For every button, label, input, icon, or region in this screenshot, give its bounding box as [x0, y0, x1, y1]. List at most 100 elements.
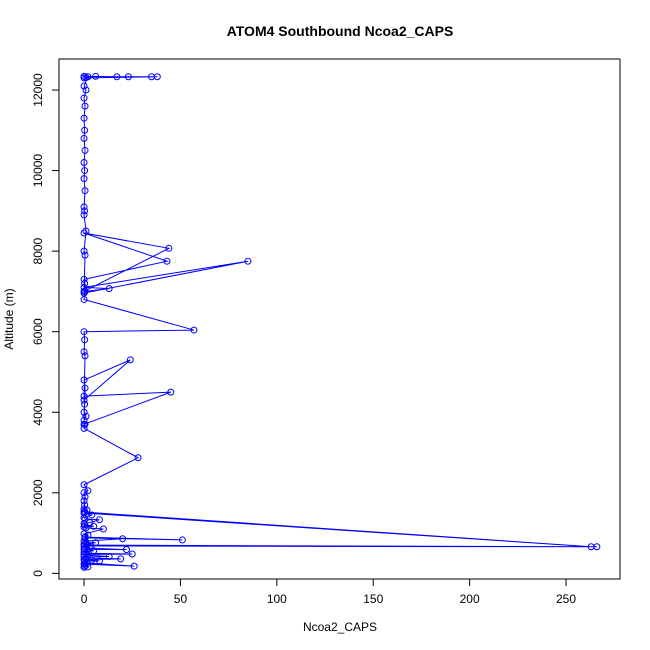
data-point — [122, 546, 130, 554]
data-point — [126, 356, 134, 364]
data-point — [190, 326, 198, 334]
data-point — [82, 74, 90, 82]
data-point — [84, 487, 92, 495]
data-point — [82, 412, 90, 420]
data-point — [81, 167, 89, 175]
data-point — [117, 555, 125, 563]
data-point — [81, 384, 89, 392]
data-point — [80, 505, 88, 513]
chart-title: ATOM4 Southbound Ncoa2_CAPS — [227, 23, 454, 39]
y-tick-label: 4000 — [31, 399, 45, 426]
data-point — [80, 497, 88, 505]
data-point — [95, 557, 103, 565]
data-point — [178, 536, 186, 544]
data-point — [167, 388, 175, 396]
data-point — [95, 516, 103, 524]
data-point — [80, 556, 88, 564]
y-tick-label: 12000 — [31, 73, 45, 107]
y-tick-label: 10000 — [31, 154, 45, 188]
data-point — [81, 126, 89, 134]
data-point — [153, 73, 161, 81]
data-point — [81, 493, 89, 501]
data-point — [80, 287, 88, 295]
data-point — [81, 336, 89, 344]
data-point — [80, 396, 88, 404]
data-point — [128, 550, 136, 558]
data-point — [82, 549, 90, 557]
data-point — [80, 275, 88, 283]
data-point — [80, 229, 88, 237]
y-tick-label: 2000 — [31, 479, 45, 506]
data-point — [81, 352, 89, 360]
data-point — [92, 539, 100, 547]
data-point — [99, 525, 107, 533]
data-point — [165, 244, 173, 252]
data-point — [80, 114, 88, 122]
data-point — [163, 257, 171, 265]
data-point — [86, 519, 94, 527]
data-point — [80, 328, 88, 336]
y-axis-label: Altitude (m) — [2, 288, 16, 349]
data-point — [90, 522, 98, 530]
data-point — [80, 416, 88, 424]
data-point — [82, 227, 90, 235]
data-point — [134, 454, 142, 462]
data-point — [90, 547, 98, 555]
x-tick-label: 50 — [174, 592, 188, 606]
x-tick-label: 100 — [267, 592, 287, 606]
data-point — [113, 73, 121, 81]
y-tick-label: 0 — [31, 570, 45, 577]
data-point — [81, 501, 89, 509]
x-axis-label: Ncoa2_CAPS — [303, 620, 377, 634]
x-tick-label: 150 — [363, 592, 383, 606]
data-point — [119, 535, 127, 543]
x-tick-label: 200 — [460, 592, 480, 606]
y-tick-label: 6000 — [31, 318, 45, 345]
data-point — [80, 94, 88, 102]
y-tick-label: 8000 — [31, 237, 45, 264]
data-point — [80, 247, 88, 255]
data-point — [81, 187, 89, 195]
data-point — [84, 531, 92, 539]
data-point — [80, 72, 88, 80]
data-point — [80, 424, 88, 432]
data-point — [80, 420, 88, 428]
data-point — [81, 508, 89, 516]
x-tick-label: 250 — [556, 592, 576, 606]
data-point — [80, 481, 88, 489]
data-point — [105, 285, 113, 293]
data-point — [105, 552, 113, 560]
data-point — [130, 562, 138, 570]
data-point — [80, 408, 88, 416]
data-point — [80, 530, 88, 538]
y-axis: 0 2000 4000 6000 8000 10000 12000 — [31, 73, 60, 577]
data-point — [80, 392, 88, 400]
data-point — [80, 560, 88, 568]
data-point — [244, 257, 252, 265]
data-point — [80, 537, 88, 545]
series-line — [82, 75, 597, 568]
data-point — [80, 211, 88, 219]
data-point — [80, 489, 88, 497]
data-point — [80, 134, 88, 142]
data-point — [587, 543, 595, 551]
data-point — [80, 553, 88, 561]
data-point — [80, 550, 88, 558]
data-point — [82, 86, 90, 94]
data-point — [81, 102, 89, 110]
data-point — [88, 511, 96, 519]
data-point — [80, 82, 88, 90]
data-point — [81, 279, 89, 287]
x-axis: 0 50 100 150 200 250 — [81, 578, 576, 606]
data-point — [81, 251, 89, 259]
data-point — [80, 159, 88, 167]
data-point — [80, 203, 88, 211]
data-point — [80, 376, 88, 384]
data-point — [124, 73, 132, 81]
series-points — [80, 72, 601, 571]
plot-area — [80, 72, 601, 571]
data-point — [80, 348, 88, 356]
data-point — [81, 400, 89, 408]
data-point — [81, 146, 89, 154]
